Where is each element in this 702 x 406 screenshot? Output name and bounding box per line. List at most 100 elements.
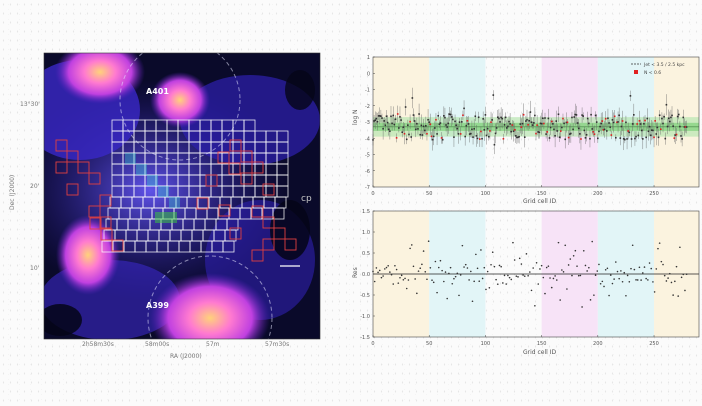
residual-point (471, 300, 474, 303)
residual-point (567, 264, 570, 266)
residual-point (652, 281, 654, 283)
map-figure: A401 A399 13°30' 20' 10' 2h58m30s 58m00s… (9, 52, 321, 360)
residual-point (500, 265, 502, 268)
data-point (419, 133, 422, 136)
data-point (452, 118, 454, 121)
data-point (499, 121, 501, 123)
data-point (607, 117, 609, 120)
data-point (574, 113, 577, 116)
data-point (468, 133, 471, 135)
data-point (373, 120, 375, 122)
residual-point (476, 267, 479, 270)
grid-cell-highlight (147, 175, 158, 186)
residual-point (572, 254, 575, 257)
residual-point (417, 270, 420, 272)
data-point (404, 106, 407, 108)
data-point (414, 128, 417, 131)
residual-point (626, 274, 629, 277)
data-point (399, 116, 401, 118)
residual-point (603, 285, 605, 288)
data-point (423, 129, 426, 132)
data-point (652, 129, 654, 132)
data-point (450, 116, 453, 118)
data-point (630, 138, 633, 140)
y-tick-label: 0.0 (362, 272, 370, 278)
data-point (385, 115, 388, 118)
residual-point (422, 250, 425, 252)
grid-cell-excluded (66, 183, 79, 196)
data-point (382, 127, 384, 130)
residual-point (502, 282, 504, 284)
residual-point (473, 280, 475, 283)
map-ytick: 20' (30, 183, 40, 190)
residual-point (554, 275, 556, 277)
data-point (685, 126, 688, 128)
data-point (540, 122, 543, 125)
data-point (398, 127, 400, 129)
data-point (546, 131, 549, 133)
data-point (573, 116, 576, 118)
data-point (420, 124, 423, 127)
y-tick-label: -4 (365, 136, 370, 142)
residual-point (437, 266, 440, 269)
residual-point (377, 271, 379, 274)
residual-point (604, 268, 607, 271)
data-point (412, 114, 415, 116)
data-point (529, 111, 532, 113)
residual-point (390, 273, 393, 276)
residual-point (507, 274, 509, 277)
data-point (425, 124, 427, 127)
residual-point (414, 278, 416, 280)
residual-point (498, 264, 501, 267)
data-point (459, 133, 462, 135)
residual-point (373, 280, 376, 283)
data-point (478, 138, 481, 140)
legend-entry: Jet < 3.5 / 2.5 kpc (643, 62, 685, 68)
data-point (446, 126, 448, 128)
data-point (538, 131, 541, 134)
data-point (610, 134, 613, 136)
data-point (512, 130, 515, 133)
residual-point (658, 242, 661, 244)
data-point (537, 131, 540, 133)
data-point (634, 137, 636, 140)
data-point (527, 123, 529, 126)
data-point (503, 124, 506, 126)
y-tick-label: 1.0 (362, 230, 370, 236)
data-point (496, 116, 499, 119)
data-point (545, 133, 547, 135)
bottom-xlabel: Grid cell ID (523, 349, 557, 356)
residual-point (527, 274, 529, 277)
residual-point (404, 277, 406, 280)
residual-point (569, 258, 572, 260)
residual-point (441, 269, 443, 272)
data-point (381, 117, 383, 119)
grid-cell-excluded (240, 150, 253, 163)
data-point (553, 128, 555, 131)
data-point (539, 122, 542, 125)
data-point (447, 122, 450, 125)
data-point (576, 122, 579, 124)
grid-cell (222, 240, 235, 253)
residual-point (584, 264, 587, 267)
data-point (670, 116, 672, 119)
residual-point (412, 265, 415, 268)
data-point (640, 129, 643, 132)
residual-point (382, 275, 384, 277)
x-tick-label: 150 (537, 191, 547, 197)
residual-point (675, 265, 678, 268)
residual-point (410, 244, 413, 246)
y-tick-label: -1.0 (360, 314, 370, 320)
data-point (418, 113, 420, 115)
data-point (409, 120, 411, 123)
residual-point (574, 249, 577, 252)
data-point (639, 123, 642, 125)
data-point (627, 130, 629, 132)
data-point (508, 120, 510, 123)
residual-point (596, 270, 599, 272)
data-point (621, 120, 624, 122)
residual-point (446, 297, 448, 300)
data-point (535, 132, 537, 135)
data-point (604, 117, 607, 120)
top-plot: 1 0 -1 -2 -3 -4 -5 -6 -7 0 50 100 150 200 250 log N G… (352, 55, 700, 205)
